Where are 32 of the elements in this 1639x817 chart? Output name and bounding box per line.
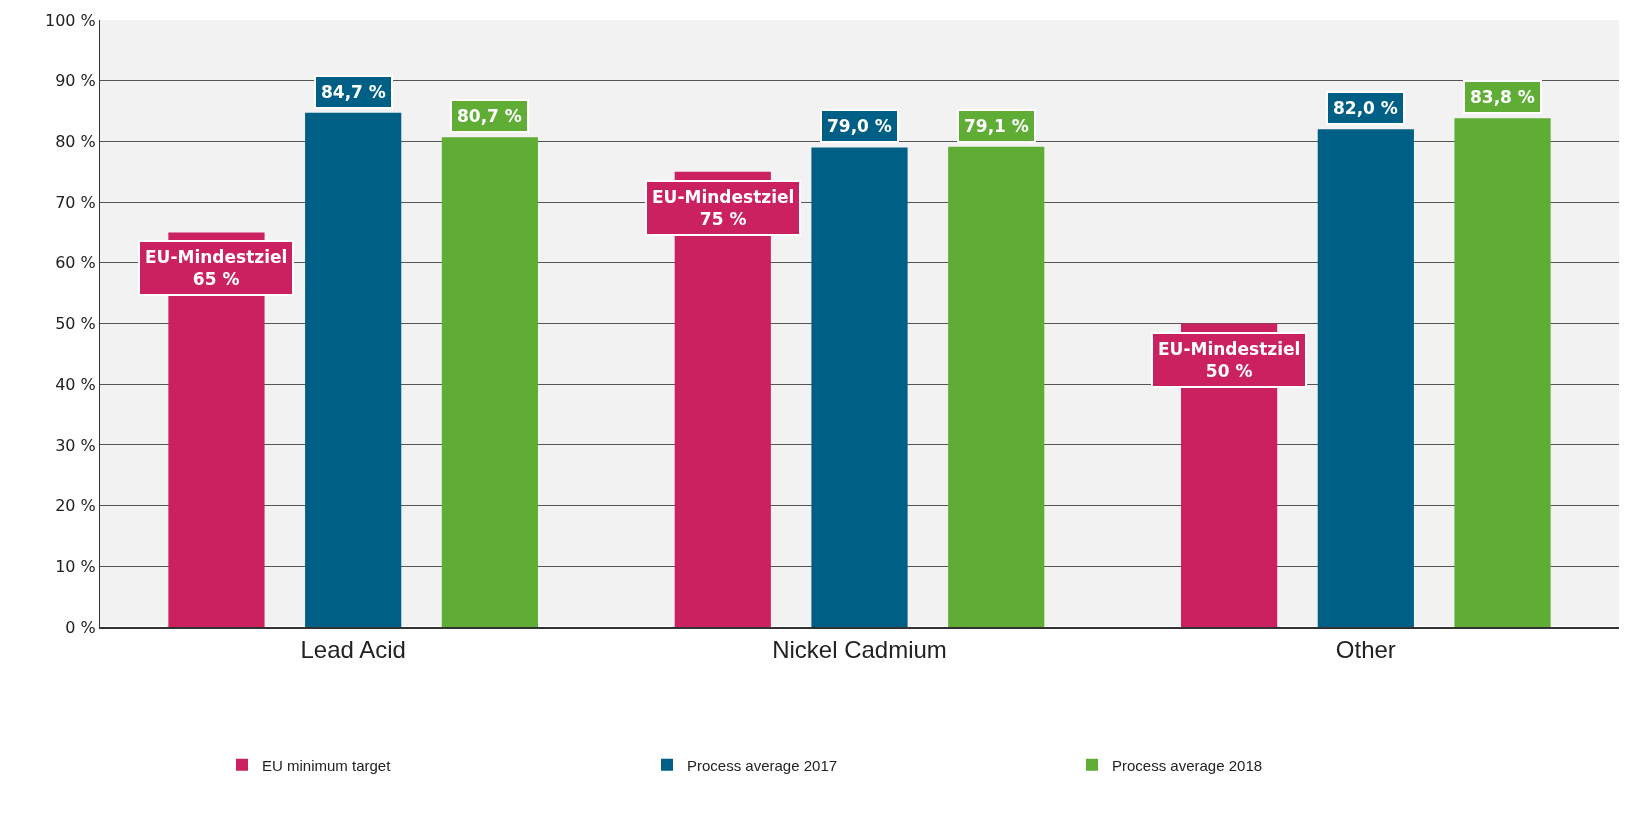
legend-label: Process average 2018 [1112, 756, 1263, 774]
bar [441, 137, 538, 627]
x-tick-label: Other [1335, 635, 1396, 663]
legend-label: Process average 2017 [687, 756, 838, 774]
y-tick-label: 90 % [55, 71, 96, 91]
legend-label: EU minimum target [262, 756, 392, 774]
data-label: 79,0 % [827, 116, 892, 136]
data-label: 79,1 % [964, 116, 1029, 136]
y-tick-label: 30 % [55, 435, 96, 455]
y-tick-label: 40 % [55, 374, 96, 394]
data-label: EU-Mindestziel 75 % [652, 187, 795, 230]
data-label: EU-Mindestziel 65 % [145, 247, 288, 290]
bar [811, 147, 908, 627]
y-tick-label: 50 % [55, 314, 96, 334]
data-label: 84,7 % [321, 82, 386, 102]
bar [948, 146, 1045, 627]
y-tick-label: 60 % [55, 253, 96, 273]
data-label: EU-Mindestziel 50 % [1158, 339, 1301, 382]
data-label: 82,0 % [1333, 98, 1398, 118]
y-tick-label: 10 % [55, 556, 96, 576]
y-tick-label: 100 % [44, 10, 96, 30]
y-tick-label: 20 % [55, 496, 96, 516]
bar [1454, 118, 1551, 627]
x-tick-label: Lead Acid [300, 635, 406, 663]
y-tick-label: 0 % [65, 617, 96, 637]
bar [1317, 129, 1414, 627]
data-label: 83,8 % [1470, 87, 1535, 107]
bar [305, 112, 402, 627]
y-tick-label: 80 % [55, 132, 96, 151]
x-tick-label: Nickel Cadmium [772, 635, 947, 663]
data-label: 80,7 % [457, 106, 522, 126]
y-tick-label: 70 % [55, 192, 96, 212]
